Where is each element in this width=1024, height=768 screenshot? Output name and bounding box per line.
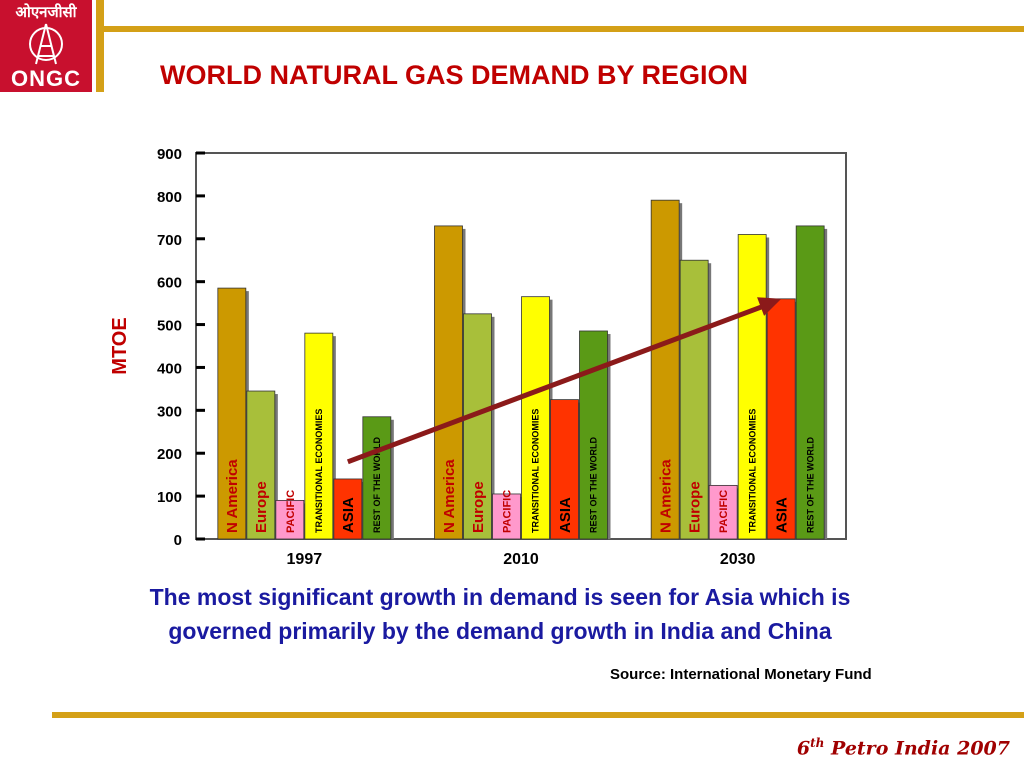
y-tick-label: 100 [157,489,182,506]
y-tick-label: 300 [157,403,182,420]
x-tick-label: 2030 [720,551,756,568]
logo-hindi-text: ओएनजीसी [15,3,77,21]
bar-series-label: PACIFIC [285,490,297,533]
bar [550,399,579,540]
bar-series-label: TRANSITIONAL ECONOMIES [531,409,541,533]
bar-series-label: REST OF THE WORLD [589,437,599,533]
footer-number: 6 [796,737,811,760]
accent-vertical-bar [96,0,104,92]
y-tick-label: 700 [157,232,182,249]
footer-event: 6th Petro India 2007 [797,736,1010,759]
bar-series-label: Europe [470,481,487,533]
gas-demand-chart: 0 100 200 300 400 500 600 700 800 900 MTOE N Americ… [109,146,847,568]
bar [463,313,492,540]
oil-derrick-icon [29,23,63,65]
bar [737,234,767,540]
logo-wordmark: ONGC [11,66,81,91]
trend-arrow-head [757,297,782,316]
trend-arrow-line [346,302,769,465]
bar [434,225,463,540]
bar-series-label: TRANSITIONAL ECONOMIES [314,409,324,533]
y-axis-label: MTOE [109,317,131,374]
bar [766,298,796,540]
y-tick-label: 400 [157,360,182,377]
accent-top-rule [96,26,1024,32]
bar-series-label: Europe [687,481,704,533]
footer-suffix: th [810,736,825,750]
source-note: Source: International Monetary Fund [610,666,872,683]
accent-bottom-rule [52,712,1024,718]
bar [275,499,305,540]
bar-series-label: REST OF THE WORLD [805,437,815,533]
bar [492,493,521,540]
y-tick-label: 900 [157,146,182,163]
bar-series-label: ASIA [774,497,791,533]
bar-series-label: PACIFIC [718,490,730,533]
bar [246,390,276,540]
slide-title: WORLD NATURAL GAS DEMAND BY REGION [160,60,749,90]
y-tick-label: 600 [157,275,182,292]
y-tick-label: 800 [157,189,182,206]
bar-series-label: N America [658,459,675,533]
bar [708,484,738,540]
bar-series-label: PACIFIC [501,490,513,533]
bar [217,287,247,540]
slide-caption: The most significant growth in demand is… [40,580,960,648]
bar-series-label: N America [441,459,458,533]
bar-series-label: ASIA [557,497,574,533]
bar [650,199,680,540]
bar [521,296,550,540]
bar [679,259,709,540]
bar [333,478,363,540]
y-tick-label: 0 [174,532,182,549]
bar [795,225,825,540]
x-tick-label: 1997 [287,551,323,568]
bar-series-label: TRANSITIONAL ECONOMIES [747,409,757,533]
footer-text: Petro India 2007 [824,737,1010,760]
bar-series-label: N America [224,459,241,533]
bar [362,416,392,540]
bar-series-label: Europe [253,481,270,533]
y-tick-label: 500 [157,318,182,335]
caption-line-2: governed primarily by the demand growth … [168,618,832,644]
bar [304,332,334,540]
y-tick-label: 200 [157,446,182,463]
bar-series-label: REST OF THE WORLD [372,437,382,533]
bar-series-label: ASIA [340,497,357,533]
x-tick-label: 2010 [503,551,539,568]
caption-line-1: The most significant growth in demand is… [149,584,851,610]
ongc-logo: ओएनजीसी ONGC [0,0,92,92]
